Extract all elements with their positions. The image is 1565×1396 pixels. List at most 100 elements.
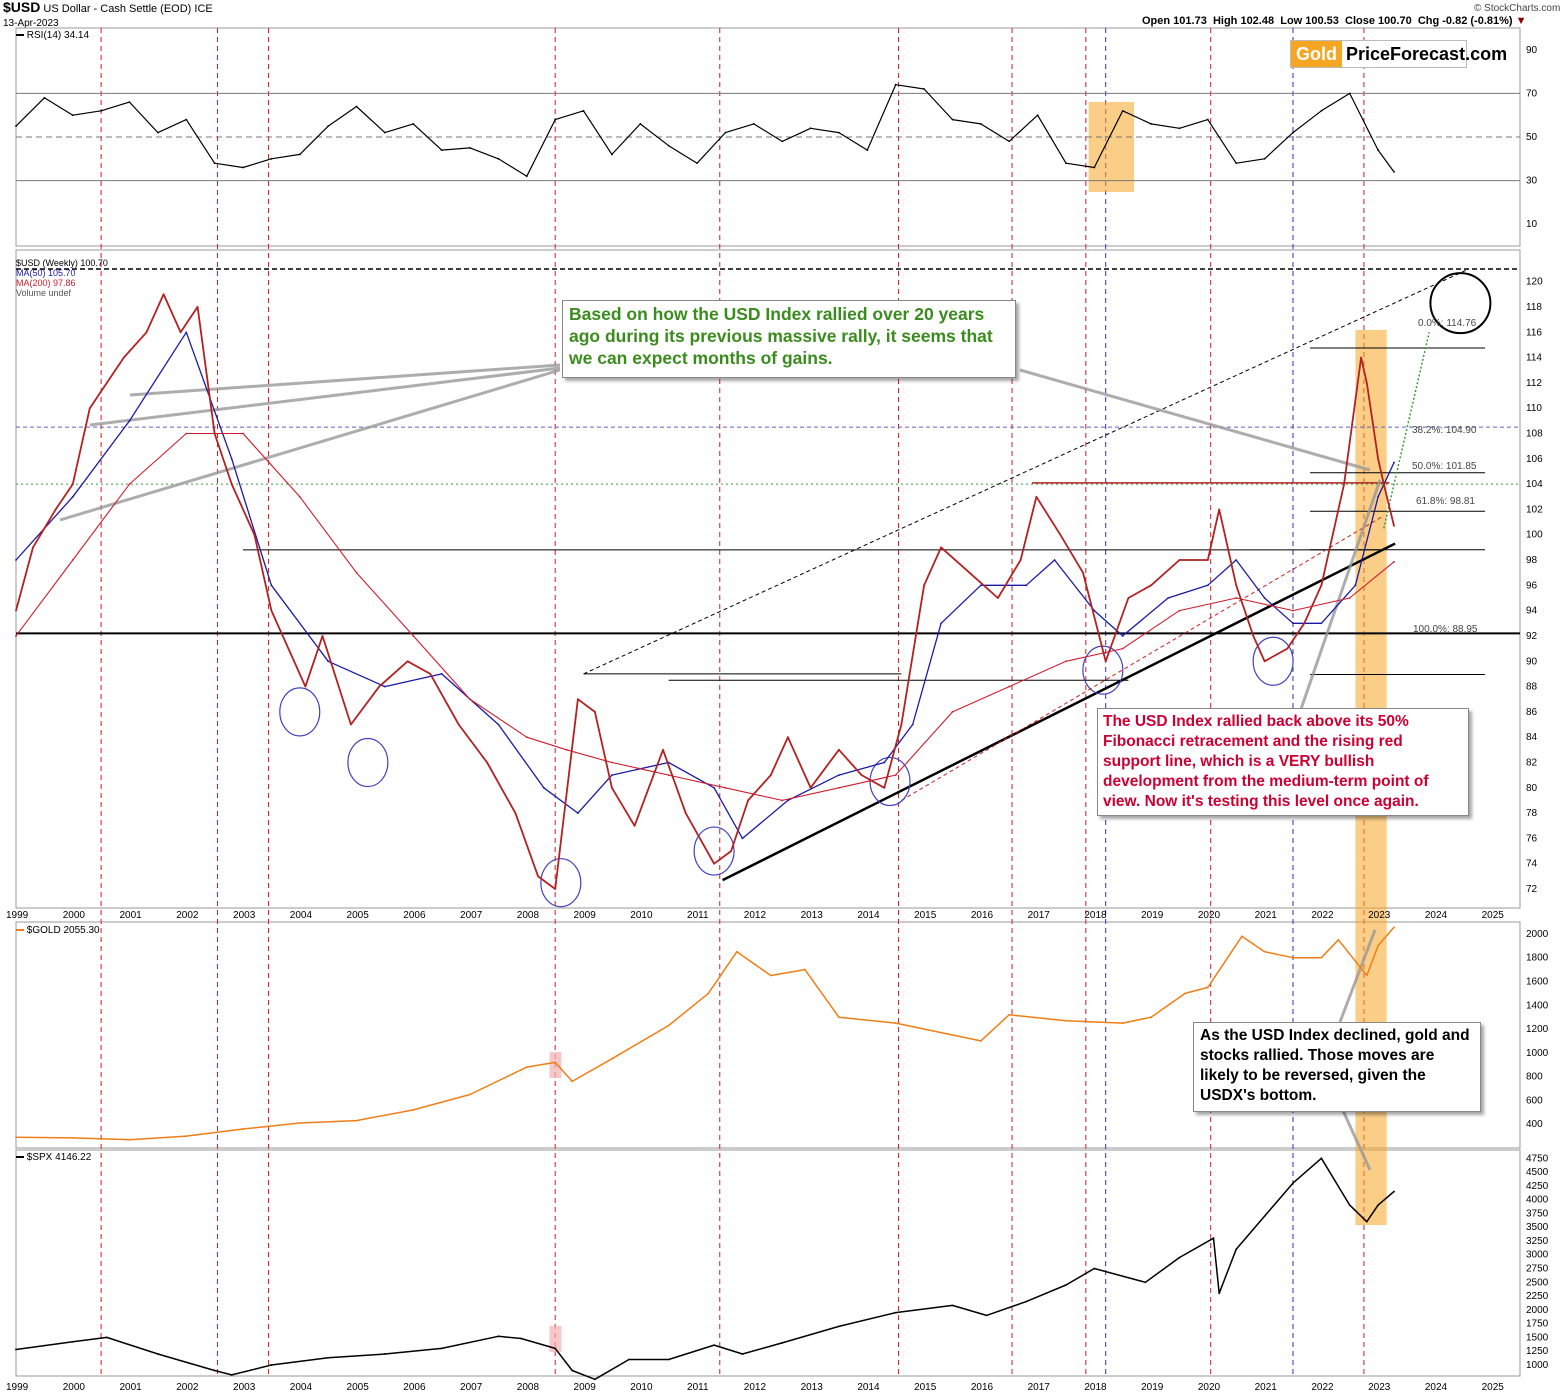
y-tick-gold: 800 [1526, 1072, 1543, 1083]
spx-series-point [1320, 1157, 1323, 1160]
x-tick: 2017 [1028, 1382, 1051, 1393]
usd-series-point [1218, 508, 1221, 511]
gold-series-point [1206, 986, 1209, 989]
ma50-series-point [741, 837, 744, 840]
usd-series-point [162, 293, 165, 296]
y-tick-usd: 98 [1526, 555, 1538, 566]
spx-series-point [1178, 1256, 1181, 1259]
x-tick: 2025 [1482, 1382, 1505, 1393]
usd-series-point [1035, 495, 1038, 498]
x-tick: 2012 [744, 1382, 767, 1393]
gold-series-point [1292, 956, 1294, 959]
rsi-series-point [1377, 149, 1380, 151]
y-tick-spx: 4250 [1526, 1181, 1549, 1192]
y-tick-usd: 114 [1526, 353, 1542, 364]
y-tick-usd: 106 [1526, 454, 1543, 465]
y-tick-usd: 76 [1526, 833, 1538, 844]
ma200-legend-label: MA(200) 97.86 [16, 278, 76, 288]
x-tick: 2005 [347, 1382, 370, 1393]
y-tick-usd: 86 [1526, 707, 1538, 718]
red-annotation: The USD Index rallied back above its 50%… [1097, 708, 1469, 816]
usd-series-point [747, 799, 750, 802]
rsi-series [15, 84, 1395, 177]
x-tick: 2011 [687, 910, 709, 921]
rsi-series-point [1348, 92, 1351, 95]
y-tick-gold: 400 [1526, 1119, 1543, 1130]
ma200-series-point [1178, 609, 1181, 612]
panel-frame-usd [15, 249, 1521, 909]
ma50-legend-label: MA(50) 105.70 [16, 268, 76, 278]
x-tick: 2000 [63, 910, 86, 921]
y-tick-spx: 1250 [1526, 1346, 1549, 1357]
rsi-series-point [128, 101, 131, 104]
ma200-series-point [1348, 597, 1351, 599]
rsi-series-point [525, 175, 528, 178]
rsi-series-point [1393, 170, 1395, 173]
x-tick: 2001 [120, 910, 143, 921]
usd-series-point [786, 736, 789, 739]
gold-series-point [1150, 1016, 1152, 1019]
red-support-line [901, 515, 1385, 801]
x-tick: 1999 [6, 1382, 29, 1393]
usd-legend-label: $USD (Weekly) 100.70 [16, 258, 108, 268]
ma200-series-point [298, 495, 301, 498]
rsi-series-point [667, 144, 670, 147]
rsi-series-point [298, 153, 301, 156]
usd-series-point [406, 660, 409, 663]
usd-series-point [1303, 622, 1306, 625]
spx-series-point [71, 1340, 74, 1343]
chart-header: $USD US Dollar - Cash Settle (EOD) ICE [3, 0, 213, 16]
rsi-series-point [213, 162, 216, 165]
gold-series-point [525, 1066, 528, 1069]
ma200-series-point [355, 571, 358, 574]
spx-series-point [667, 1358, 670, 1361]
usd-series-point [105, 381, 108, 384]
ma50-series-point [786, 799, 789, 802]
x-tick: 1999 [6, 910, 29, 921]
rsi-series-point [1065, 162, 1067, 165]
pointer-line [1338, 929, 1377, 1023]
ma200-series-point [525, 736, 528, 739]
x-tick: 2023 [1368, 1382, 1391, 1393]
usd-series-point [1104, 660, 1107, 663]
rsi-series-point [71, 114, 74, 117]
usd-series-point [54, 508, 57, 511]
y-tick-gold: 1400 [1526, 1000, 1549, 1011]
x-tick: 2007 [460, 1382, 483, 1393]
target-circle [1429, 272, 1492, 335]
y-tick-rsi: 70 [1526, 88, 1538, 99]
spx-series-point [951, 1304, 954, 1307]
rsi-series-point [951, 118, 954, 121]
low-circle [347, 737, 389, 788]
rsi-legend: RSI(14) 34.14 [16, 30, 89, 41]
x-tick: 2021 [1255, 910, 1278, 921]
gold-series-point [469, 1093, 471, 1096]
usd-series-point [996, 597, 999, 599]
y-tick-usd: 80 [1526, 783, 1538, 794]
symbol-description: US Dollar - Cash Settle (EOD) ICE [43, 3, 213, 15]
black-annotation: As the USD Index declined, gold and stoc… [1193, 1022, 1481, 1112]
ohlc-readout: Open 101.73 High 102.48 Low 100.53 Close… [1142, 15, 1527, 28]
dashed-channel-line [583, 268, 1470, 675]
gold-series-point [1365, 974, 1368, 977]
ma200-series-point [724, 786, 727, 789]
change-value: Chg -0.82 (-0.81%) [1417, 15, 1513, 27]
fib-label-382: 38.2%: 104.90 [1412, 425, 1477, 436]
x-tick: 2022 [1311, 1382, 1334, 1393]
y-tick-gold: 1600 [1526, 976, 1549, 987]
ma200-series-point [894, 774, 897, 777]
rsi-series-point [185, 118, 188, 121]
y-tick-usd: 84 [1526, 732, 1538, 743]
usd-series-point [145, 331, 148, 334]
usd-series-point [662, 748, 664, 751]
usd-series-point [1393, 524, 1395, 527]
y-tick-gold: 1000 [1526, 1048, 1549, 1059]
ma50-series-point [1093, 609, 1096, 612]
ma50-series-point [327, 660, 330, 663]
gold-series-point [71, 1136, 74, 1139]
gold-legend-icon [16, 929, 24, 932]
x-tick: 2018 [1084, 1382, 1107, 1393]
spx-series-point [1235, 1248, 1238, 1251]
y-tick-usd: 82 [1526, 757, 1538, 768]
